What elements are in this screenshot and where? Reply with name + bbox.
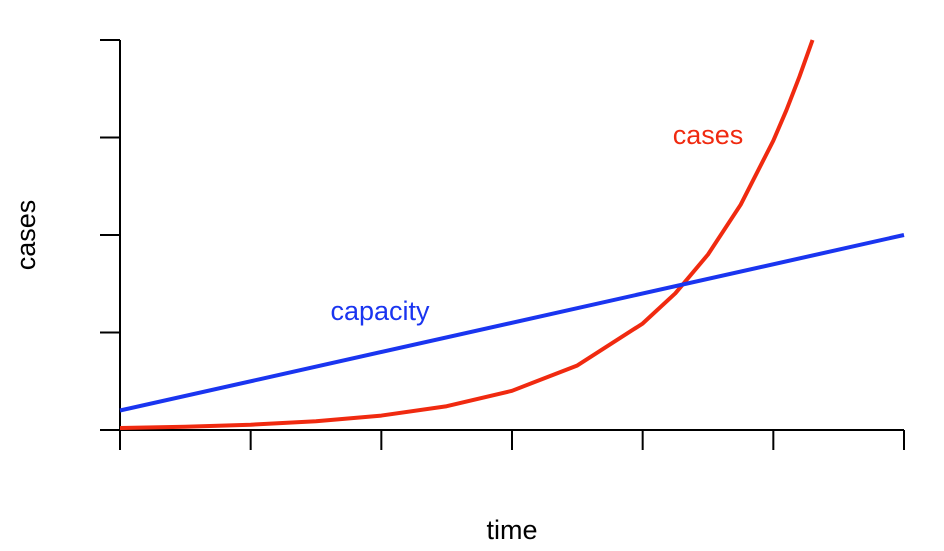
annotation: capacity (330, 296, 430, 326)
y-axis-label: cases (11, 200, 41, 271)
x-axis-label: time (486, 515, 537, 545)
annotation: cases (673, 120, 744, 150)
data-line (119, 39, 815, 431)
data-line (119, 233, 905, 413)
